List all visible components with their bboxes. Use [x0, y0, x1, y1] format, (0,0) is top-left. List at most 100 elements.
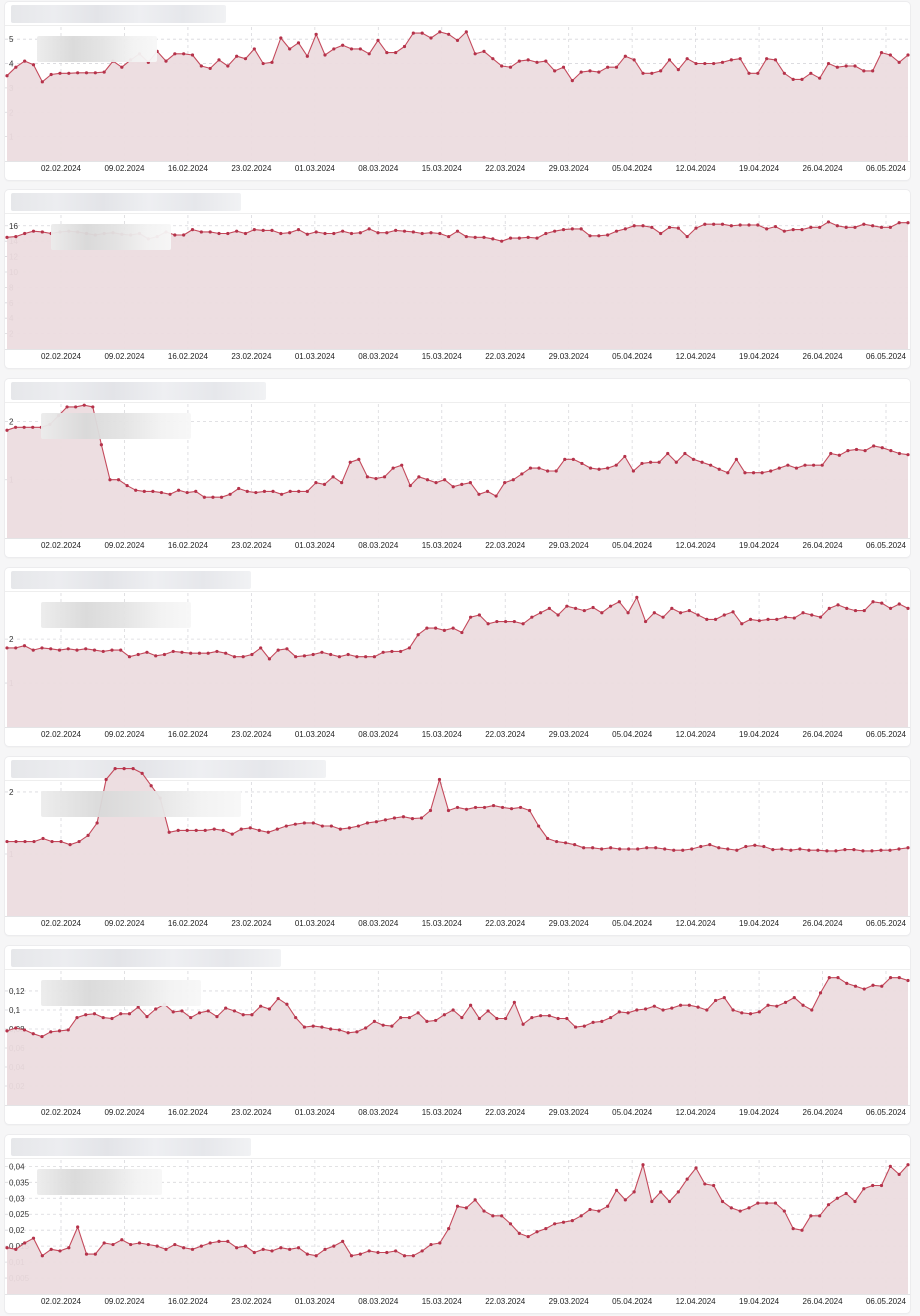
data-point[interactable]: [372, 1019, 376, 1023]
data-point[interactable]: [654, 846, 658, 850]
data-point[interactable]: [32, 839, 36, 844]
data-point[interactable]: [99, 443, 103, 447]
data-point[interactable]: [464, 1206, 468, 1210]
data-point[interactable]: [879, 225, 884, 229]
data-point[interactable]: [419, 816, 424, 820]
data-point[interactable]: [888, 225, 892, 229]
data-point[interactable]: [535, 236, 539, 240]
data-point[interactable]: [582, 846, 586, 850]
data-point[interactable]: [279, 36, 283, 40]
data-point[interactable]: [713, 617, 718, 621]
data-point[interactable]: [871, 1183, 875, 1188]
data-point[interactable]: [40, 1034, 44, 1039]
data-point[interactable]: [782, 71, 786, 75]
data-point[interactable]: [252, 1250, 256, 1255]
data-point[interactable]: [643, 1007, 648, 1011]
data-point[interactable]: [276, 996, 280, 1001]
data-point[interactable]: [546, 836, 550, 841]
data-point[interactable]: [140, 771, 144, 775]
data-point[interactable]: [314, 32, 318, 36]
data-point[interactable]: [553, 1222, 557, 1226]
data-point[interactable]: [626, 1011, 630, 1015]
data-point[interactable]: [597, 70, 601, 74]
data-point[interactable]: [382, 475, 387, 479]
data-point[interactable]: [556, 613, 560, 617]
data-point[interactable]: [696, 1005, 700, 1009]
data-point[interactable]: [338, 827, 342, 831]
data-point[interactable]: [416, 1011, 420, 1015]
data-point[interactable]: [381, 1023, 385, 1027]
data-point[interactable]: [215, 649, 219, 654]
data-point[interactable]: [134, 488, 138, 492]
data-point[interactable]: [608, 1015, 613, 1020]
data-point[interactable]: [703, 1182, 707, 1186]
data-point[interactable]: [469, 615, 473, 619]
data-point[interactable]: [374, 820, 379, 824]
data-point[interactable]: [879, 848, 883, 852]
data-point[interactable]: [508, 236, 513, 240]
data-point[interactable]: [434, 481, 438, 485]
data-point[interactable]: [84, 71, 89, 75]
data-point[interactable]: [530, 615, 534, 619]
data-point[interactable]: [861, 849, 865, 853]
data-point[interactable]: [641, 224, 645, 228]
data-point[interactable]: [731, 1008, 735, 1012]
data-point[interactable]: [535, 60, 539, 64]
data-point[interactable]: [862, 222, 866, 226]
data-point[interactable]: [685, 234, 689, 239]
data-point[interactable]: [101, 1015, 105, 1020]
data-point[interactable]: [674, 460, 678, 464]
data-point[interactable]: [794, 466, 799, 470]
data-point[interactable]: [588, 1207, 592, 1212]
data-point[interactable]: [871, 69, 875, 73]
data-point[interactable]: [810, 613, 814, 617]
data-point[interactable]: [57, 1029, 62, 1033]
data-point[interactable]: [735, 848, 739, 852]
data-point[interactable]: [722, 613, 726, 617]
data-point[interactable]: [888, 1164, 892, 1168]
data-point[interactable]: [734, 457, 738, 461]
data-point[interactable]: [5, 235, 9, 239]
data-point[interactable]: [235, 54, 239, 58]
data-point[interactable]: [455, 229, 460, 233]
data-point[interactable]: [224, 651, 228, 655]
data-point[interactable]: [748, 617, 753, 621]
data-point[interactable]: [23, 59, 27, 63]
data-point[interactable]: [270, 228, 274, 233]
data-point[interactable]: [5, 74, 9, 78]
data-point[interactable]: [92, 648, 97, 652]
data-point[interactable]: [491, 237, 495, 241]
data-point[interactable]: [591, 1020, 595, 1024]
data-point[interactable]: [678, 611, 683, 615]
data-point[interactable]: [438, 231, 442, 236]
data-point[interactable]: [385, 50, 389, 55]
data-point[interactable]: [66, 1028, 70, 1032]
data-point[interactable]: [349, 231, 354, 236]
data-point[interactable]: [425, 626, 429, 630]
data-point[interactable]: [756, 223, 760, 227]
data-point[interactable]: [182, 52, 186, 56]
data-point[interactable]: [271, 489, 275, 493]
data-point[interactable]: [347, 826, 351, 830]
data-point[interactable]: [408, 483, 412, 488]
data-point[interactable]: [834, 849, 838, 853]
data-point[interactable]: [872, 444, 876, 448]
data-point[interactable]: [597, 234, 601, 238]
data-point[interactable]: [713, 998, 718, 1003]
data-point[interactable]: [800, 77, 804, 81]
data-point[interactable]: [239, 827, 243, 831]
data-point[interactable]: [792, 616, 796, 620]
data-point[interactable]: [189, 1015, 193, 1020]
data-point[interactable]: [836, 603, 840, 607]
data-point[interactable]: [676, 226, 680, 230]
data-point[interactable]: [177, 488, 181, 492]
data-point[interactable]: [521, 1022, 525, 1026]
data-point[interactable]: [486, 1009, 490, 1013]
data-point[interactable]: [137, 1241, 142, 1245]
data-point[interactable]: [438, 30, 442, 34]
data-point[interactable]: [376, 231, 380, 235]
data-point[interactable]: [400, 463, 404, 467]
data-point[interactable]: [84, 1252, 89, 1256]
data-point[interactable]: [676, 1190, 680, 1194]
data-point[interactable]: [250, 652, 254, 657]
